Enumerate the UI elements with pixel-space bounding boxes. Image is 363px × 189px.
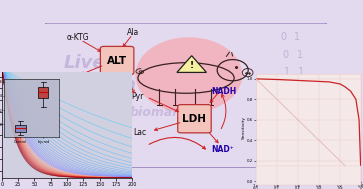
Text: LDH: LDH	[183, 114, 207, 124]
Text: ALT: ALT	[107, 56, 127, 66]
Text: biomarkers: biomarkers	[130, 106, 209, 119]
Text: Trauma: Trauma	[61, 76, 136, 94]
Text: 1: 1	[284, 67, 290, 77]
Text: 1: 1	[297, 50, 303, 60]
Text: Ala: Ala	[126, 28, 139, 37]
FancyBboxPatch shape	[42, 22, 330, 169]
Text: NAD⁺: NAD⁺	[211, 145, 234, 154]
Text: 0: 0	[280, 32, 286, 42]
FancyBboxPatch shape	[178, 105, 211, 133]
Polygon shape	[177, 56, 207, 72]
FancyBboxPatch shape	[101, 46, 134, 75]
FancyArrowPatch shape	[226, 52, 229, 57]
X-axis label: t / sec: t / sec	[59, 188, 76, 189]
Text: Pyr: Pyr	[131, 92, 143, 101]
FancyArrowPatch shape	[221, 94, 226, 129]
Y-axis label: Sensitivity: Sensitivity	[241, 116, 245, 139]
Text: α-KTG: α-KTG	[66, 33, 89, 43]
Text: 0: 0	[283, 50, 289, 60]
Text: 1: 1	[298, 67, 305, 77]
Text: NADH: NADH	[211, 87, 237, 96]
Text: 0: 0	[281, 85, 287, 95]
FancyArrowPatch shape	[149, 137, 205, 149]
Ellipse shape	[135, 37, 242, 113]
FancyArrowPatch shape	[232, 53, 233, 56]
Text: Liver: Liver	[64, 54, 114, 72]
Text: 1: 1	[294, 32, 300, 42]
Text: Glu: Glu	[64, 74, 77, 82]
Text: !: !	[189, 61, 194, 70]
Text: Lac: Lac	[133, 128, 146, 137]
